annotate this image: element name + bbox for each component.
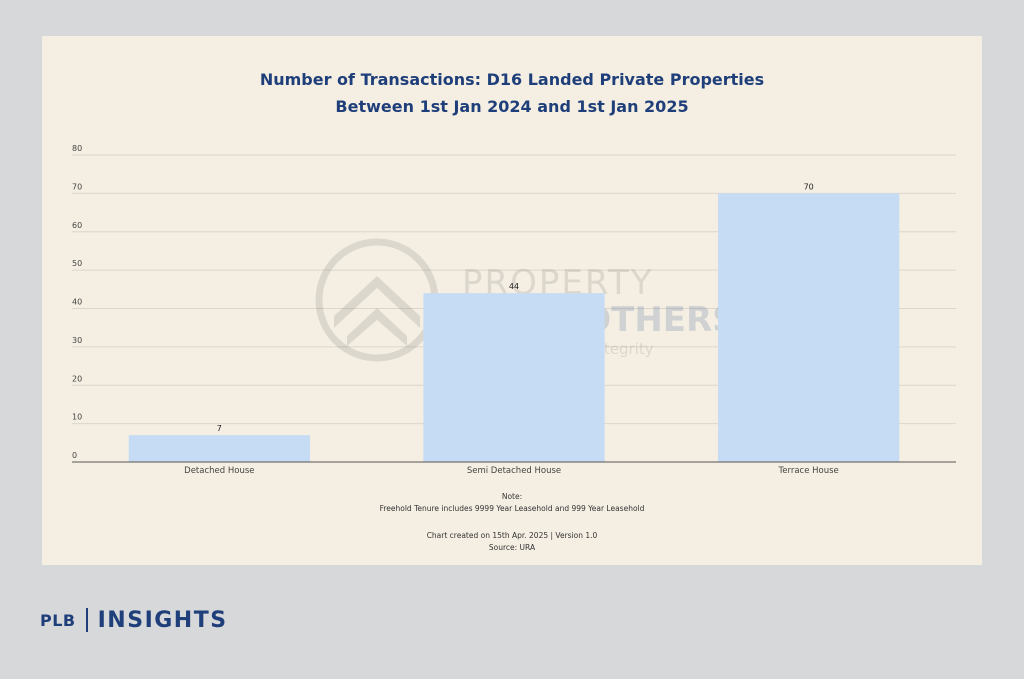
chart-created: Chart created on 15th Apr. 2025 | Versio… [426, 531, 598, 540]
watermark-roof-icon [334, 276, 420, 328]
bars [128, 193, 900, 462]
y-tick-label: 0 [72, 451, 77, 460]
note-label: Note: [501, 492, 523, 501]
watermark-roof2-icon [347, 308, 407, 346]
brand-plb: PLB [40, 610, 76, 630]
x-tick-label: Semi Detached House [467, 466, 561, 476]
y-tick-label: 70 [72, 182, 82, 191]
bar [423, 293, 605, 462]
bar [128, 435, 310, 462]
y-tick-label: 30 [72, 336, 82, 345]
data-label: 44 [509, 282, 519, 291]
credits-block: Chart created on 15th Apr. 2025 | Versio… [42, 530, 982, 554]
chart-title-line1: Number of Transactions: D16 Landed Priva… [259, 70, 765, 89]
notes-block: Note: Freehold Tenure includes 9999 Year… [42, 491, 982, 515]
y-tick-label: 10 [72, 413, 82, 422]
x-tick-label: Terrace House [778, 466, 839, 476]
brand-insights: INSIGHTS [97, 607, 228, 633]
chart-title-line2: Between 1st Jan 2024 and 1st Jan 2025 [335, 97, 689, 116]
data-label: 7 [217, 424, 222, 433]
data-labels: 7 44 70 [217, 182, 814, 433]
chart-card: Number of Transactions: D16 Landed Priva… [42, 36, 982, 565]
x-tick-label: Detached House [184, 466, 254, 476]
y-tick-label: 20 [72, 374, 82, 383]
bar [718, 193, 900, 462]
note-text: Freehold Tenure includes 9999 Year Lease… [379, 504, 645, 513]
x-tick-labels: Detached House Semi Detached House Terrace… [184, 466, 839, 476]
brand-divider [85, 608, 88, 632]
brand-logo: PLB INSIGHTS [40, 605, 228, 635]
chart-source: Source: URA [488, 543, 536, 552]
y-tick-label: 80 [72, 144, 82, 153]
chart-title: Number of Transactions: D16 Landed Priva… [42, 66, 982, 120]
watermark-circle-icon [315, 238, 439, 362]
y-tick-label: 60 [72, 221, 82, 230]
y-tick-label: 50 [72, 259, 82, 268]
data-label: 70 [804, 182, 814, 191]
y-tick-label: 40 [72, 298, 82, 307]
